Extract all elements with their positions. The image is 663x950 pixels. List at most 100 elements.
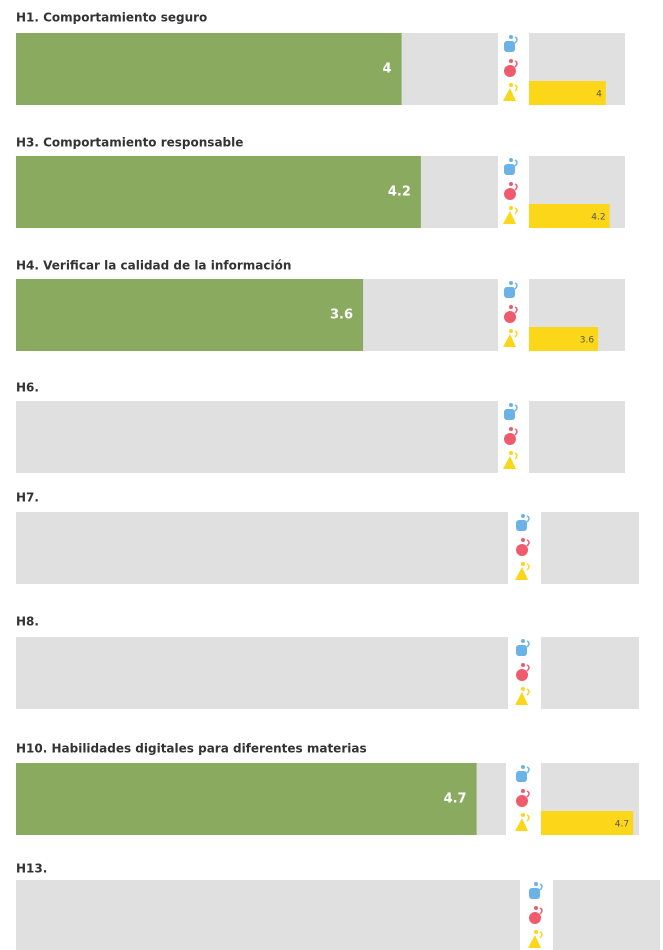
icon-arc — [514, 36, 518, 44]
icon-dot — [509, 158, 513, 162]
chart-title: H6. — [16, 381, 39, 395]
chart-title: H1. Comportamiento seguro — [16, 11, 207, 25]
icon — [504, 287, 515, 298]
detail-label: 4.7 — [615, 820, 629, 830]
chart-title: H3. Comportamiento responsable — [16, 136, 243, 150]
detail-track — [529, 401, 625, 473]
icon — [529, 888, 540, 899]
icon-arc — [514, 306, 518, 314]
bar — [16, 156, 421, 228]
detail-track — [541, 637, 639, 709]
icon — [503, 88, 516, 101]
icon — [504, 409, 515, 420]
chart-title: H4. Verificar la calidad de la informaci… — [16, 259, 291, 273]
icon-arc — [539, 931, 543, 939]
icon-dot — [521, 514, 525, 518]
icon-arc — [514, 404, 518, 412]
chart-title: H10. Habilidades digitales para diferent… — [16, 742, 367, 756]
bar — [16, 33, 402, 105]
detail-track — [541, 512, 639, 584]
bar-track — [16, 637, 508, 709]
icon — [515, 692, 528, 705]
icon — [516, 795, 528, 807]
icon-dot — [509, 83, 513, 87]
icon-arc — [514, 330, 518, 338]
icon-arc — [526, 640, 530, 648]
icon-dot — [521, 639, 525, 643]
icon-dot — [509, 427, 513, 431]
bar-track — [16, 512, 508, 584]
chart-title: H7. — [16, 491, 39, 505]
icon-dot — [509, 182, 513, 186]
bar — [16, 279, 364, 351]
chart-title: H8. — [16, 615, 39, 629]
icon — [516, 771, 527, 782]
icon-dot — [521, 765, 525, 769]
icon — [504, 65, 516, 77]
value-label: 3.6 — [330, 308, 353, 323]
icon — [515, 567, 528, 580]
detail-bar — [529, 327, 599, 351]
icon-dot — [521, 663, 525, 667]
icon — [503, 456, 516, 469]
icon-dot — [521, 538, 525, 542]
icon — [528, 935, 541, 948]
icon-arc — [526, 539, 530, 547]
icon-arc — [514, 60, 518, 68]
detail-bar — [529, 81, 606, 105]
icon-arc — [526, 515, 530, 523]
detail-track — [553, 880, 660, 950]
icon-arc — [539, 883, 543, 891]
icon-dot — [509, 59, 513, 63]
bar-track — [16, 401, 498, 473]
icon-dot — [534, 930, 538, 934]
icon-dot — [509, 281, 513, 285]
detail-label: 4.2 — [591, 213, 605, 223]
icon — [503, 211, 516, 224]
chart-title: H13. — [16, 862, 47, 876]
icon-dot — [534, 906, 538, 910]
icon-dot — [509, 206, 513, 210]
icon-arc — [526, 766, 530, 774]
icon-arc — [526, 664, 530, 672]
icon-dot — [521, 562, 525, 566]
icon-arc — [526, 563, 530, 571]
icon-arc — [539, 907, 543, 915]
icon — [516, 520, 527, 531]
icon-dot — [521, 789, 525, 793]
icon-dot — [534, 882, 538, 886]
icon-dot — [521, 687, 525, 691]
detail-label: 4 — [596, 90, 602, 100]
icon-arc — [526, 688, 530, 696]
bar-track — [16, 880, 520, 950]
icon — [515, 818, 528, 831]
detail-label: 3.6 — [580, 336, 595, 346]
value-label: 4.2 — [388, 185, 411, 200]
bar — [16, 763, 477, 835]
detail-bar — [529, 204, 610, 228]
icon — [504, 41, 515, 52]
icon — [504, 433, 516, 445]
icon-dot — [509, 329, 513, 333]
icon-arc — [514, 84, 518, 92]
icon-arc — [514, 207, 518, 215]
icon-arc — [514, 159, 518, 167]
icon — [516, 669, 528, 681]
icon-dot — [509, 403, 513, 407]
icon-arc — [514, 452, 518, 460]
icon-dot — [509, 451, 513, 455]
icon — [516, 544, 528, 556]
icon-dot — [509, 35, 513, 39]
icon — [503, 334, 516, 347]
icon — [504, 311, 516, 323]
icon-arc — [514, 428, 518, 436]
icon — [504, 188, 516, 200]
value-label: 4 — [383, 62, 392, 77]
icon-arc — [514, 282, 518, 290]
icon — [516, 645, 527, 656]
icon-arc — [526, 814, 530, 822]
detail-bar — [541, 811, 634, 835]
icon-arc — [514, 183, 518, 191]
